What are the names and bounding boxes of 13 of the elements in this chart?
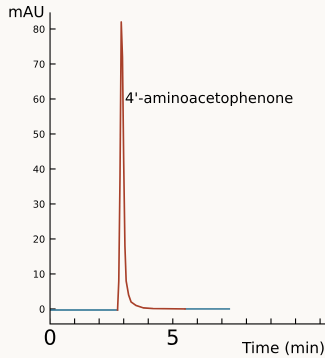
x-axis-title: Time (min) [242, 341, 324, 356]
annotation: 4'-aminoacetophenone [126, 92, 292, 106]
y-tick-label: 50 [34, 130, 45, 138]
y-tick-label: 0 [40, 305, 45, 313]
y-tick-label: 80 [33, 25, 45, 33]
y-tick-label: 40 [33, 165, 45, 173]
y-tick-label: 10 [34, 270, 45, 278]
y-axis-title: mAU [9, 6, 44, 18]
x-tick-label: 5 [168, 329, 178, 345]
y-tick-label: 20 [34, 235, 45, 243]
y-tick-label: 70 [34, 60, 45, 68]
y-tick-label: 60 [33, 95, 45, 103]
y-tick-label: 30 [34, 200, 45, 208]
